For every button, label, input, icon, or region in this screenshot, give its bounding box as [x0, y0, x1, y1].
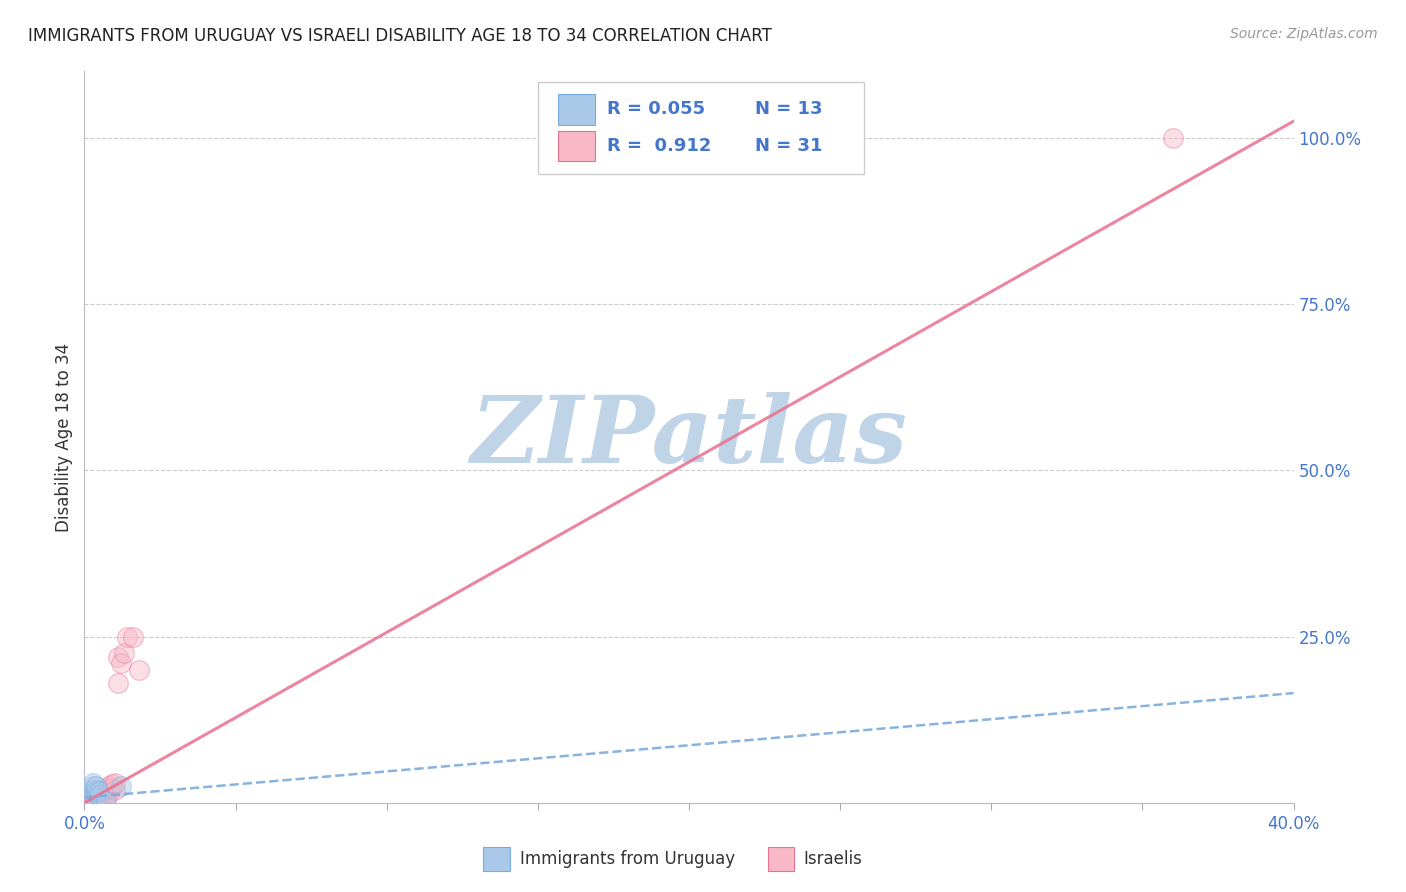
Point: [94, 795, 117, 809]
Point: [121, 630, 143, 644]
Point: [82, 789, 104, 804]
Bar: [558, 94, 595, 125]
Point: [91, 792, 114, 806]
Text: R =  0.912: R = 0.912: [607, 137, 711, 155]
Point: [79, 790, 101, 805]
Point: [110, 656, 132, 670]
Point: [82, 776, 104, 790]
Text: R = 0.055: R = 0.055: [607, 101, 704, 119]
Text: IMMIGRANTS FROM URUGUAY VS ISRAELI DISABILITY AGE 18 TO 34 CORRELATION CHART: IMMIGRANTS FROM URUGUAY VS ISRAELI DISAB…: [28, 27, 772, 45]
Text: ZIPatlas: ZIPatlas: [471, 392, 907, 482]
Bar: [768, 847, 794, 871]
Point: [86, 786, 108, 800]
Point: [94, 782, 117, 797]
Point: [107, 676, 129, 690]
Point: [76, 792, 98, 806]
Point: [97, 786, 120, 800]
Point: [76, 794, 98, 808]
Point: [86, 795, 108, 809]
Y-axis label: Disability Age 18 to 34: Disability Age 18 to 34: [55, 343, 73, 532]
Point: [104, 776, 127, 790]
Point: [110, 779, 132, 793]
Text: Immigrants from Uruguay: Immigrants from Uruguay: [520, 850, 735, 868]
Point: [79, 795, 101, 809]
Point: [82, 782, 104, 797]
Point: [82, 786, 104, 800]
Point: [89, 784, 111, 798]
Point: [86, 779, 108, 793]
Point: [89, 788, 111, 802]
Bar: [558, 130, 595, 161]
Point: [86, 790, 108, 805]
Point: [115, 630, 138, 644]
FancyBboxPatch shape: [538, 82, 865, 174]
Point: [97, 779, 120, 793]
Point: [79, 792, 101, 806]
Point: [79, 784, 101, 798]
Point: [107, 649, 129, 664]
Point: [86, 782, 108, 797]
Point: [82, 779, 104, 793]
Point: [112, 646, 135, 660]
Text: N = 13: N = 13: [755, 101, 823, 119]
Point: [100, 781, 122, 796]
Point: [1161, 131, 1184, 145]
Point: [100, 777, 122, 791]
Point: [86, 788, 108, 802]
Text: Source: ZipAtlas.com: Source: ZipAtlas.com: [1230, 27, 1378, 41]
Text: N = 31: N = 31: [755, 137, 823, 155]
Bar: [484, 847, 510, 871]
Point: [104, 782, 127, 797]
Point: [89, 789, 111, 804]
Point: [94, 790, 117, 805]
Point: [82, 792, 104, 806]
Point: [79, 790, 101, 805]
Point: [89, 786, 111, 800]
Point: [128, 663, 150, 677]
Point: [76, 792, 98, 806]
Text: Israelis: Israelis: [804, 850, 863, 868]
Point: [91, 784, 114, 798]
